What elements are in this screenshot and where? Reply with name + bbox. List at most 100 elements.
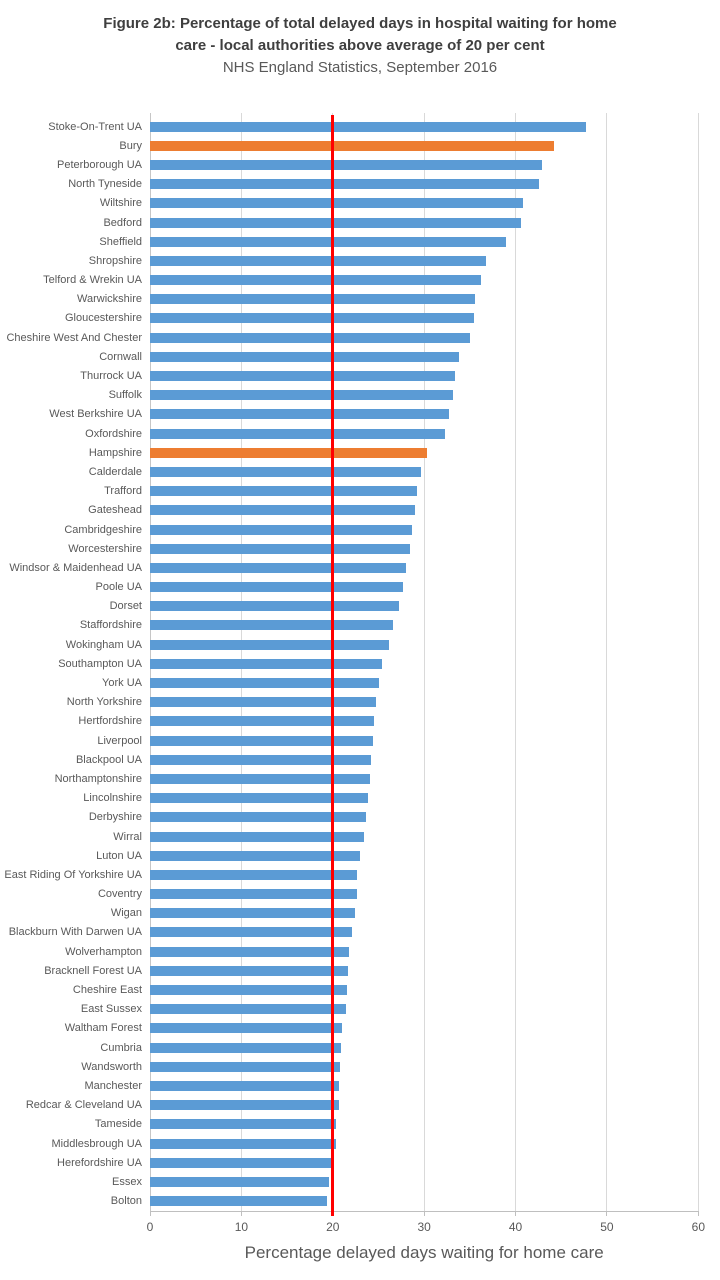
bar-label: Coventry — [97, 888, 142, 901]
bar — [150, 275, 481, 286]
bar — [150, 562, 406, 573]
bar-row: Middlesbrough UA — [0, 1134, 720, 1153]
bar-row: Staffordshire — [0, 616, 720, 635]
bar — [150, 409, 449, 420]
bar — [150, 716, 374, 727]
chart-title-line1: Figure 2b: Percentage of total delayed d… — [103, 15, 617, 32]
gridline-50 — [606, 113, 608, 1211]
bar-row: West Berkshire UA — [0, 405, 720, 424]
bar-label: Warwickshire — [77, 293, 142, 306]
gridline-40 — [515, 113, 517, 1211]
bar-row: Poole UA — [0, 578, 720, 597]
bar — [150, 1176, 330, 1187]
x-tick-mark — [149, 1211, 151, 1216]
bar-label: Bury — [119, 139, 142, 152]
bar — [150, 351, 459, 362]
bar — [150, 658, 383, 669]
bar — [150, 255, 487, 266]
bar-label: Gloucestershire — [64, 312, 142, 325]
bar-label: Wolverhampton — [65, 945, 142, 958]
bar-label: Hertfordshire — [78, 715, 142, 728]
bar — [150, 390, 453, 401]
chart-title-line2: care - local authorities above average o… — [175, 37, 545, 54]
bar — [150, 198, 523, 209]
bar-row: Wigan — [0, 904, 720, 923]
bar-row: Cornwall — [0, 347, 720, 366]
bar-label: Bolton — [110, 1195, 142, 1208]
bar-label: Dorset — [109, 600, 142, 613]
gridline-60 — [697, 113, 699, 1211]
bar — [150, 601, 400, 612]
bar — [150, 313, 475, 324]
bar-row: Waltham Forest — [0, 1019, 720, 1038]
bar-label: Staffordshire — [79, 619, 142, 632]
bar — [150, 121, 586, 132]
bar-label: Wigan — [110, 907, 142, 920]
bar-label: Stoke-On-Trent UA — [48, 120, 142, 133]
bar-label: Cheshire East — [72, 984, 142, 997]
bar-label: Herefordshire UA — [57, 1156, 142, 1169]
bar-row: Hampshire — [0, 443, 720, 462]
bar-row: Hertfordshire — [0, 712, 720, 731]
bar-label: Cambridgeshire — [64, 523, 142, 536]
x-tick-label: 60 — [691, 1220, 706, 1234]
x-tick-label: 50 — [600, 1220, 614, 1234]
bar-row: Telford & Wrekin UA — [0, 271, 720, 290]
bar — [150, 332, 470, 343]
bar-label: Gateshead — [88, 504, 142, 517]
bar-row: Wokingham UA — [0, 635, 720, 654]
bar-row: Herefordshire UA — [0, 1153, 720, 1172]
bar — [150, 678, 380, 689]
bar — [150, 812, 366, 823]
bar-label: Hampshire — [88, 446, 142, 459]
x-tick-mark — [606, 1211, 608, 1216]
x-tick-label: 10 — [234, 1220, 249, 1234]
bar-label: Cumbria — [100, 1041, 142, 1054]
bar-label: Manchester — [84, 1079, 142, 1092]
bar-row: Bolton — [0, 1192, 720, 1211]
bar — [150, 1119, 337, 1130]
bar-label: Bracknell Forest UA — [44, 964, 142, 977]
bar-label: York UA — [102, 677, 142, 690]
x-tick-mark — [515, 1211, 517, 1216]
bar-row: Suffolk — [0, 386, 720, 405]
gridline-30 — [423, 113, 425, 1211]
bar-label: Southampton UA — [58, 657, 142, 670]
bar-row: Cheshire West And Chester — [0, 328, 720, 347]
bar-row: North Yorkshire — [0, 693, 720, 712]
bar-label: Redcar & Cleveland UA — [25, 1099, 142, 1112]
bar-row: Bracknell Forest UA — [0, 961, 720, 980]
bar — [150, 543, 411, 554]
bar-row: Blackpool UA — [0, 750, 720, 769]
bar-label: Essex — [112, 1175, 142, 1188]
bar — [150, 773, 371, 784]
bar-row: Warwickshire — [0, 290, 720, 309]
bar — [150, 236, 506, 247]
bar — [150, 140, 554, 151]
bar-row: Gloucestershire — [0, 309, 720, 328]
bar-row: Luton UA — [0, 846, 720, 865]
bar-label: North Tyneside — [68, 178, 142, 191]
bar — [150, 179, 540, 190]
bar — [150, 294, 476, 305]
bar — [150, 217, 522, 228]
bar — [150, 620, 394, 631]
bar-label: East Riding Of Yorkshire UA — [4, 868, 142, 881]
bar-label: Shropshire — [88, 254, 142, 267]
bar — [150, 946, 350, 957]
bar-row: Wirral — [0, 827, 720, 846]
bar-row: Bury — [0, 136, 720, 155]
bar-row: Wiltshire — [0, 194, 720, 213]
bar — [150, 1023, 342, 1034]
bar-row: North Tyneside — [0, 175, 720, 194]
bar — [150, 1004, 347, 1015]
bar-label: West Berkshire UA — [49, 408, 142, 421]
bar-label: North Yorkshire — [66, 696, 142, 709]
bar-row: Cheshire East — [0, 980, 720, 999]
bar-label: Waltham Forest — [64, 1022, 142, 1035]
chart-title: Figure 2b: Percentage of total delayed d… — [0, 13, 720, 57]
bar — [150, 1100, 340, 1111]
bar-row: Cambridgeshire — [0, 520, 720, 539]
